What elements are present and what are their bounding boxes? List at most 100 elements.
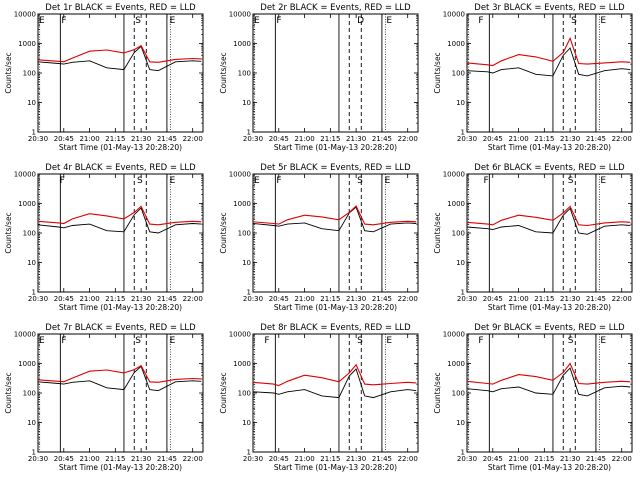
x-axis-label: Start Time (01-May-13 20:28:20) [488,463,611,472]
plot-frame [252,13,419,133]
x-tick-label: 20:45 [483,135,503,143]
y-tick-label: 1000 [447,40,465,48]
y-tick-label: 1000 [447,360,465,368]
x-tick-label: 22:00 [612,135,632,143]
x-axis-label: Start Time (01-May-13 20:28:20) [274,303,397,312]
y-axis-label: Counts/sec [433,372,442,413]
detector-panel: Det 5r BLACK = Events, RED = LLD 1 10 100 10… [219,163,419,312]
x-tick-label: 22:00 [183,295,203,303]
y-tick-label: 100 [238,230,251,238]
y-tick-label: 100 [452,390,465,398]
y-tick-label: 1 [32,129,36,137]
x-tick-label: 20:30 [457,135,477,143]
y-tick-label: 100 [452,70,465,78]
lld-series-line [466,36,631,67]
y-axis-label: Counts/sec [4,372,13,413]
x-tick-label: 21:30 [346,455,366,463]
y-tick-label: 100 [23,70,36,78]
x-tick-label: 21:00 [508,455,528,463]
interval-marker-label: D [357,16,364,26]
interval-marker-label: F [61,16,66,26]
x-tick-label: 21:15 [320,455,340,463]
x-tick-label: 21:00 [79,295,99,303]
x-tick-label: 20:45 [483,295,503,303]
lld-series-line [466,362,631,385]
x-tick-label: 20:30 [28,455,48,463]
interval-marker-label: S [135,16,141,26]
interval-marker-label: F [276,176,281,186]
y-tick-label: 10 [27,419,36,427]
x-axis-label: Start Time (01-May-13 20:28:20) [488,303,611,312]
x-tick-label: 20:45 [269,295,289,303]
interval-marker-label: S [571,16,577,26]
interval-marker-label: S [135,336,141,346]
x-axis-label: Start Time (01-May-13 20:28:20) [59,143,182,152]
y-tick-label: 10000 [14,331,36,339]
y-tick-label: 10 [27,99,36,107]
interval-marker-label: E [170,176,176,186]
detector-panel: Det 2r BLACK = Events, RED = LLD 1 10 100 10… [219,3,419,152]
y-tick-label: 10000 [443,171,465,179]
interval-marker-label: E [254,16,260,26]
events-series-line [466,367,631,397]
x-tick-label: 21:00 [79,135,99,143]
detector-panel: Det 1r BLACK = Events, RED = LLD 1 10 100 10… [4,3,204,152]
panel-title: Det 6r BLACK = Events, RED = LLD [474,163,625,173]
y-tick-label: 1 [247,129,251,137]
x-tick-label: 21:00 [294,455,314,463]
interval-marker-label: F [60,176,65,186]
lld-series-line [252,363,417,387]
x-tick-label: 20:45 [269,135,289,143]
x-tick-label: 22:00 [612,455,632,463]
x-tick-label: 21:15 [105,455,125,463]
x-tick-label: 20:30 [243,455,263,463]
y-axis-label: Counts/sec [219,372,228,413]
detector-panel: Det 7r BLACK = Events, RED = LLD 1 10 100 10… [4,323,204,472]
x-tick-label: 22:00 [183,135,203,143]
y-tick-label: 1 [461,449,465,457]
x-tick-label: 22:00 [183,455,203,463]
x-tick-label: 21:30 [346,135,366,143]
interval-marker-label: S [357,176,363,186]
interval-marker-label: E [254,176,260,186]
x-tick-label: 21:45 [372,455,392,463]
plot-frame [37,13,204,133]
x-tick-label: 20:45 [54,455,74,463]
events-series-line [252,368,417,399]
x-tick-label: 21:45 [372,135,392,143]
y-tick-label: 100 [238,390,251,398]
y-tick-label: 10 [456,259,465,267]
lld-series-line [252,205,417,226]
events-series-line [466,207,631,235]
plot-frame [37,173,204,293]
y-tick-label: 100 [23,230,36,238]
y-tick-label: 10000 [229,171,251,179]
x-tick-label: 21:00 [294,295,314,303]
interval-marker-label: E [39,16,45,26]
plot-frame [252,173,419,293]
y-tick-label: 10 [242,419,251,427]
plot-frame [37,333,204,453]
y-tick-label: 10000 [229,331,251,339]
lld-series-line [37,44,202,63]
detector-panel: Det 4r BLACK = Events, RED = LLD 1 10 100 10… [4,163,204,312]
x-tick-label: 21:00 [79,455,99,463]
interval-marker-label: F [478,336,483,346]
panel-title: Det 3r BLACK = Events, RED = LLD [474,3,625,13]
x-tick-label: 20:30 [28,135,48,143]
x-tick-label: 21:15 [105,135,125,143]
events-series-line [252,206,417,233]
x-tick-label: 20:30 [457,455,477,463]
detector-panel: Det 3r BLACK = Events, RED = LLD 1 10 100 10… [433,3,633,152]
plot-frame [466,333,633,453]
x-tick-label: 20:45 [269,455,289,463]
x-tick-label: 21:45 [157,135,177,143]
x-axis-label: Start Time (01-May-13 20:28:20) [488,143,611,152]
panel-title: Det 1r BLACK = Events, RED = LLD [45,3,196,13]
y-tick-label: 10000 [443,11,465,19]
x-tick-label: 21:15 [534,135,554,143]
x-tick-label: 21:00 [508,135,528,143]
lld-series-line [37,205,202,226]
x-tick-label: 21:30 [560,455,580,463]
